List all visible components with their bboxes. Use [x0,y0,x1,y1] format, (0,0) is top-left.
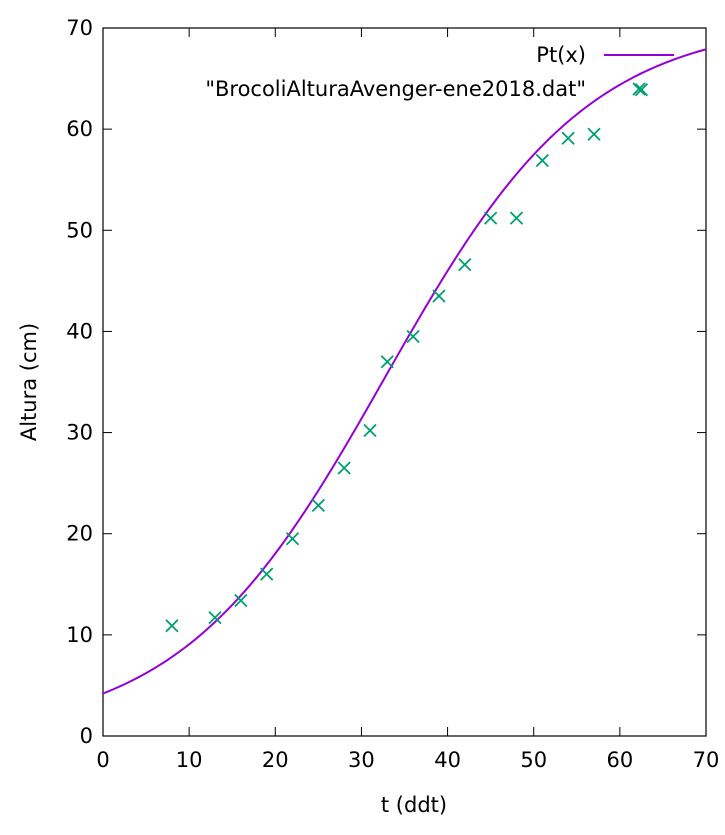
scatter-point [208,611,222,625]
y-tick-label: 10 [66,623,93,647]
legend-label-pt-x: Pt(x) [536,43,586,67]
scatter-point [311,498,325,513]
y-tick-label: 20 [66,522,93,546]
scatter-point [234,593,248,608]
scatter-point [484,211,498,225]
scatter-point [337,461,351,475]
y-tick-label: 60 [66,117,93,141]
scatter-point [380,355,394,369]
scatter-point [363,423,377,438]
x-tick-label: 40 [434,748,461,772]
y-tick-label: 0 [80,724,93,748]
y-axis-ticks: 0 10 20 30 40 50 60 70 [66,16,706,748]
x-tick-label: 10 [176,748,203,772]
y-tick-label: 70 [66,16,93,40]
plot-border [102,27,707,737]
scatter-point [285,532,300,546]
x-tick-label: 20 [262,748,289,772]
y-tick-label: 50 [66,218,93,242]
x-axis-ticks: 0 10 20 30 40 50 60 70 [96,28,719,772]
scatter-point [432,289,446,303]
x-tick-label: 0 [96,748,109,772]
x-tick-label: 60 [606,748,633,772]
y-tick-label: 40 [66,319,93,343]
scatter-point [634,83,649,97]
scatter-point [260,567,274,581]
scatter-point [406,329,420,344]
x-tick-label: 30 [348,748,375,772]
scatter-point [165,619,179,633]
x-tick-label: 70 [693,748,720,772]
y-tick-label: 30 [66,421,93,445]
x-axis-label: t (ddt) [381,793,447,817]
legend: Pt(x) "BrocoliAlturaAvenger-ene2018.dat" [205,43,674,101]
legend-label-data-file: "BrocoliAlturaAvenger-ene2018.dat" [205,77,586,101]
scatter-point [458,258,472,272]
y-axis-label: Altura (cm) [17,323,41,441]
scatter-point [561,131,575,145]
series-layer [102,48,707,695]
legend-swatch-marker [632,82,646,96]
scatter-point [535,153,549,168]
plot-frame [102,27,707,737]
series-line-pt-x [102,48,707,695]
scatter-point [509,211,524,225]
x-tick-label: 50 [520,748,547,772]
scatter-point [587,127,601,141]
